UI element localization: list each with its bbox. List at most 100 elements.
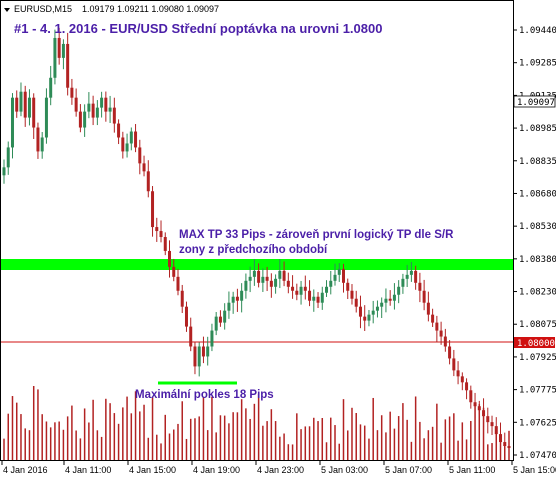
candle-body — [49, 77, 53, 98]
candle-body — [431, 314, 435, 323]
candle-body — [299, 286, 303, 295]
candle-body — [367, 314, 371, 321]
candle-body — [159, 231, 163, 238]
candle-body — [6, 147, 10, 168]
sr-zone — [1, 259, 513, 270]
candle-body — [210, 330, 214, 347]
candle-body — [418, 282, 422, 291]
x-tick-label: 4 Jan 19:00 — [193, 465, 240, 475]
candle-body — [125, 143, 129, 152]
y-tick-label: 1.08985 — [519, 124, 556, 134]
candle-body — [486, 416, 490, 423]
candle-body — [112, 107, 116, 124]
plot-frame — [0, 0, 514, 461]
candle-body — [269, 280, 273, 287]
candle-body — [316, 296, 320, 303]
candle-body — [312, 296, 316, 301]
candle-body — [193, 346, 197, 367]
candle-body — [422, 290, 426, 303]
current-price-label: 1.09097 — [517, 98, 555, 108]
candle-body — [341, 268, 345, 283]
candle-body — [66, 43, 70, 88]
candle-body — [507, 446, 511, 449]
candle-body — [490, 422, 494, 427]
candle-body — [401, 278, 405, 287]
candle-body — [388, 298, 392, 301]
candle-body — [384, 298, 388, 303]
x-tick-label: 4 Jan 15:00 — [129, 465, 176, 475]
price-axis: 1.094401.092851.091351.089851.088351.086… — [513, 26, 556, 461]
candle-body — [146, 171, 150, 192]
candle-body — [44, 97, 48, 138]
candle-body — [206, 346, 210, 357]
y-tick-label: 1.08835 — [519, 157, 556, 167]
y-tick-label: 1.07625 — [519, 418, 556, 428]
candle-body — [197, 346, 201, 367]
candle-body — [308, 290, 312, 301]
y-tick-label: 1.08380 — [519, 255, 556, 265]
candle-body — [473, 402, 477, 407]
candle-body — [100, 97, 104, 108]
candle-body — [57, 37, 61, 58]
y-tick-label: 1.08075 — [519, 320, 556, 330]
candle-body — [117, 123, 121, 138]
candle-body — [350, 290, 354, 299]
candle-body — [278, 270, 282, 279]
candle-body — [168, 250, 172, 267]
candle-body — [371, 310, 375, 315]
candle-body — [70, 87, 74, 98]
candle-body — [499, 434, 503, 443]
candle-body — [248, 276, 252, 281]
candle-body — [2, 167, 6, 176]
candle-body — [460, 376, 464, 383]
candle-body — [325, 286, 329, 293]
candle-body — [274, 278, 278, 287]
candle-body — [214, 316, 218, 331]
candle-body — [409, 270, 413, 275]
x-tick-label: 5 Jan 07:00 — [385, 465, 432, 475]
tp-annotation-line1: MAX TP 33 Pips - zároveň první logický T… — [179, 229, 454, 241]
candle-body — [257, 270, 261, 283]
candle-body — [27, 97, 31, 118]
candle-body — [15, 97, 19, 112]
dropdown-arrow-icon[interactable] — [4, 8, 10, 12]
candle-body — [252, 270, 256, 277]
candle-body — [235, 296, 239, 301]
candle-body — [405, 274, 409, 279]
chart-title: #1 - 4. 1. 2016 - EUR/USD Střední poptáv… — [14, 21, 382, 36]
candle-body — [482, 410, 486, 417]
candle-body — [134, 131, 138, 148]
candle-body — [346, 282, 350, 291]
candle-body — [74, 97, 78, 112]
candle-body — [435, 322, 439, 331]
symbol-label: EURUSD,M15 — [14, 4, 72, 14]
candle-body — [465, 382, 469, 391]
x-tick-label: 5 Jan 15:00 — [513, 465, 556, 475]
candle-body — [414, 270, 418, 283]
candle-body — [10, 97, 14, 148]
candle-body — [83, 111, 87, 128]
candles — [2, 27, 511, 456]
candle-body — [303, 286, 307, 291]
candle-body — [87, 103, 91, 112]
candle-body — [40, 137, 44, 152]
candle-body — [265, 276, 269, 281]
candle-body — [91, 103, 95, 118]
candle-body — [155, 227, 159, 232]
x-tick-label: 4 Jan 11:00 — [65, 465, 111, 475]
candle-body — [218, 316, 222, 323]
candle-body — [142, 163, 146, 172]
level-price-label: 1.08000 — [517, 339, 555, 349]
candle-body — [23, 91, 27, 118]
candle-body — [180, 290, 184, 307]
candle-body — [184, 306, 188, 327]
candle-body — [452, 358, 456, 371]
candle-body — [223, 310, 227, 323]
candle-body — [439, 330, 443, 337]
ohlc-readout: 1.09179 1.09211 1.09080 1.09097 — [82, 4, 219, 14]
candle-body — [138, 147, 142, 164]
candle-body — [456, 370, 460, 377]
y-tick-label: 1.09440 — [519, 26, 556, 36]
candle-body — [469, 390, 473, 403]
